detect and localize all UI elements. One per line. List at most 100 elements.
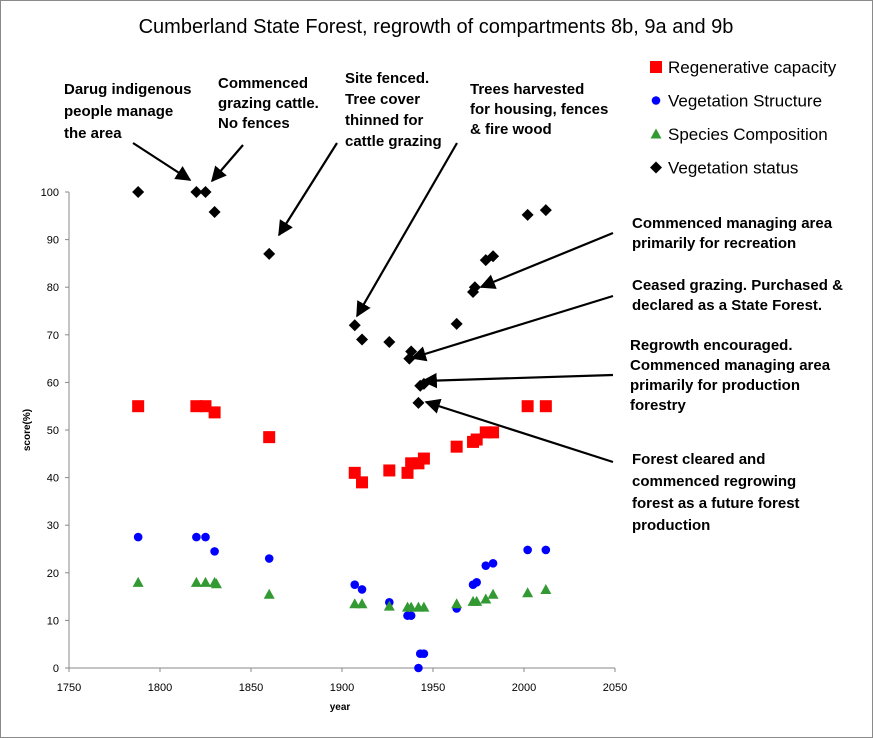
data-point-triangle — [487, 588, 499, 599]
annotation-arrow — [278, 142, 338, 237]
annotation-arrow — [479, 231, 614, 289]
data-point-square — [348, 466, 361, 479]
y-ticks: 0 10 20 30 40 50 60 70 80 90 100 — [41, 187, 69, 675]
data-point-square — [539, 400, 552, 413]
annotation-line: commenced regrowing — [632, 473, 796, 490]
annotation-line: Ceased grazing. Purchased & — [632, 277, 843, 294]
annotation-line: primarily for recreation — [632, 235, 796, 252]
data-point-triangle — [356, 598, 368, 609]
series-triangle — [132, 576, 552, 612]
x-axis-label: year — [330, 702, 351, 713]
y-tick-label: 80 — [47, 282, 59, 294]
annotation-line: declared as a State Forest. — [632, 297, 822, 314]
data-point-square — [450, 440, 463, 453]
annotation-line: & fire wood — [470, 121, 552, 138]
legend-label: Regenerative capacity — [668, 58, 837, 77]
legend-label: Vegetation Structure — [668, 92, 822, 111]
y-tick-label: 100 — [41, 187, 59, 199]
series-circle — [133, 532, 551, 673]
data-point-circle — [414, 663, 423, 673]
data-point-circle — [133, 532, 143, 542]
y-tick-label: 90 — [47, 235, 59, 247]
annotation-text: Trees harvested for housing, fences & fire… — [470, 81, 608, 138]
data-point-circle — [488, 558, 498, 568]
annotation-line: grazing cattle. — [218, 95, 319, 112]
data-point-circle — [523, 545, 532, 555]
data-point-square — [470, 433, 483, 446]
data-point-triangle — [522, 587, 534, 598]
annotation-line: primarily for production — [630, 377, 800, 394]
annotation-line: people manage — [64, 103, 173, 120]
data-point-triangle — [471, 595, 483, 606]
legend-marker-triangle — [650, 128, 662, 139]
data-point-diamond — [468, 281, 481, 294]
data-point-square — [521, 400, 534, 413]
data-point-diamond — [383, 335, 396, 348]
legend-marker-diamond — [650, 161, 662, 174]
y-axis-label: score(%) — [22, 409, 33, 451]
legend-marker-square — [650, 61, 662, 73]
annotation-line: cattle grazing — [345, 133, 442, 150]
annotation-line: Tree cover — [345, 91, 420, 108]
data-point-circle — [264, 554, 274, 563]
annotation-line: Forest cleared and — [632, 451, 765, 468]
y-tick-label: 0 — [53, 663, 59, 675]
data-point-diamond — [208, 205, 221, 218]
annotation-text: Ceased grazing. Purchased & declared as a… — [632, 277, 843, 314]
data-point-diamond — [521, 208, 534, 221]
data-point-diamond — [450, 317, 463, 330]
annotation-arrow — [424, 398, 614, 464]
data-point-square — [132, 400, 145, 413]
annotation-arrow — [132, 142, 192, 181]
data-point-diamond — [199, 186, 212, 198]
annotation-arrow — [421, 372, 614, 389]
annotations: Darug indigenous people manage the area Com… — [64, 70, 843, 534]
data-point-triangle — [190, 576, 202, 587]
data-point-square — [401, 466, 414, 479]
y-tick-label: 30 — [47, 520, 59, 532]
annotation-line: for housing, fences — [470, 101, 608, 118]
data-point-square — [263, 431, 276, 444]
annotation-line: thinned for — [345, 112, 423, 129]
annotation-text: Commenced grazing cattle. No fences — [218, 75, 319, 132]
data-point-circle — [406, 611, 416, 620]
chart-title: Cumberland State Forest, regrowth of com… — [139, 16, 734, 38]
annotation-text: Regrowth encouraged. Commenced managing a… — [630, 337, 831, 414]
data-point-diamond — [348, 319, 361, 332]
series-square — [132, 400, 552, 489]
annotation-arrow — [356, 142, 458, 318]
data-point-circle — [357, 585, 367, 594]
data-point-circle — [210, 547, 219, 556]
annotation-arrow — [410, 294, 614, 362]
data-point-triangle — [480, 593, 492, 604]
data-point-triangle — [383, 600, 395, 611]
legend-label: Species Composition — [668, 125, 828, 144]
data-point-square — [356, 476, 369, 489]
data-point-diamond — [487, 250, 500, 263]
data-point-square — [208, 406, 221, 419]
data-point-triangle — [210, 578, 222, 589]
data-point-circle — [201, 532, 210, 542]
data-point-diamond — [263, 247, 276, 260]
legend-label: Vegetation status — [668, 159, 798, 178]
data-point-circle — [419, 649, 429, 659]
annotation-arrows — [132, 142, 614, 464]
data-point-triangle — [132, 576, 144, 587]
annotation-text: Site fenced. Tree cover thinned for cattle … — [345, 70, 442, 150]
data-point-square — [383, 464, 396, 477]
annotation-line: No fences — [218, 115, 290, 132]
y-tick-label: 20 — [47, 568, 59, 580]
annotation-line: the area — [64, 125, 122, 142]
annotation-line: Commenced managing area — [630, 357, 831, 374]
annotation-line: Commenced managing area — [632, 215, 833, 232]
x-tick-label: 1950 — [421, 682, 445, 694]
y-tick-label: 70 — [47, 330, 59, 342]
data-point-triangle — [405, 601, 417, 612]
data-point-diamond — [356, 333, 369, 346]
data-point-triangle — [451, 598, 463, 609]
legend-marker-circle — [651, 96, 661, 105]
x-tick-label: 1850 — [239, 682, 263, 694]
y-tick-label: 40 — [47, 473, 59, 485]
